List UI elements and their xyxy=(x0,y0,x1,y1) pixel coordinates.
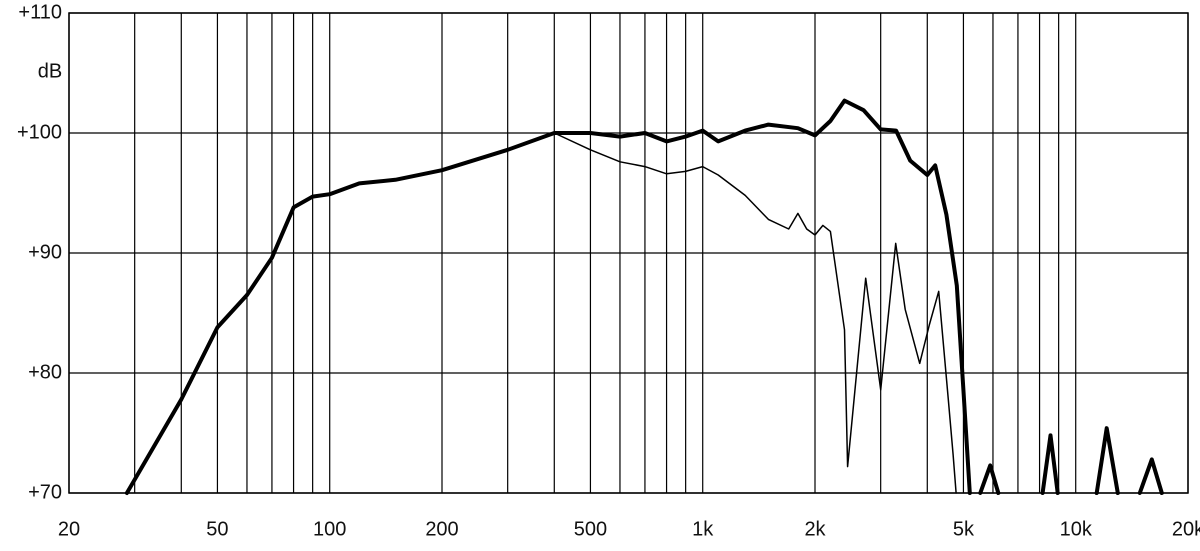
x-tick-label: 200 xyxy=(425,518,458,540)
x-tick-label: 500 xyxy=(574,518,607,540)
y-tick-label: +100 xyxy=(17,121,62,143)
x-tick-label: 20k xyxy=(1172,518,1200,540)
y-tick-label: +90 xyxy=(28,241,62,263)
line-series xyxy=(553,132,957,494)
y-axis-label: dB xyxy=(38,60,62,82)
x-tick-label: 20 xyxy=(58,518,80,540)
line-series xyxy=(124,98,1164,495)
x-tick-label: 100 xyxy=(313,518,346,540)
y-tick-label: +80 xyxy=(28,361,62,383)
x-tick-label: 5k xyxy=(953,518,975,540)
x-tick-label: 1k xyxy=(692,518,714,540)
x-tick-label: 10k xyxy=(1060,518,1093,540)
plot-frame xyxy=(68,12,1189,494)
y-tick-label: +70 xyxy=(28,481,62,503)
y-tick-label: +110 xyxy=(18,1,62,23)
x-tick-label: 50 xyxy=(206,518,228,540)
x-tick-label: 2k xyxy=(804,518,826,540)
